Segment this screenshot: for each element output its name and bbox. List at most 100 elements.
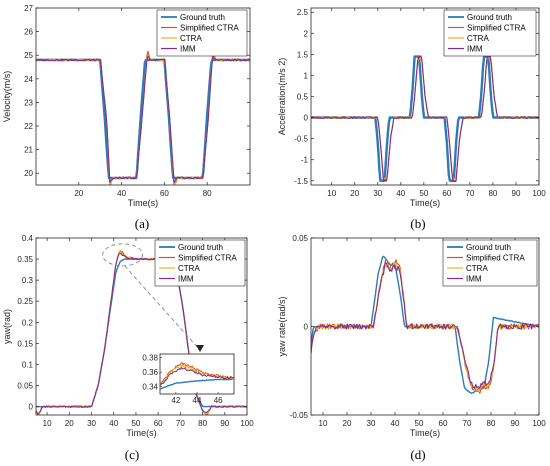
x-tick-label: 30: [87, 419, 96, 428]
legend-label: Ground truth: [467, 13, 512, 22]
inset-series-group: [160, 362, 234, 390]
legend-label: IMM: [467, 45, 483, 54]
inset-x-tick-label: 44: [193, 396, 202, 405]
x-tick-label: 70: [176, 419, 185, 428]
x-axis-label: Time(s): [410, 198, 440, 208]
inset-x-tick-label: 42: [171, 396, 180, 405]
y-tick-label: 26: [24, 28, 33, 37]
panel-b: 10 20 30 40 50 60 70 80 90 100 -1.5 -1 -0.5 0 0.5 1 1.5 2…: [277, 7, 546, 231]
y-tick-label: 20: [24, 169, 33, 178]
y-tick-label: 22: [24, 122, 33, 131]
y-tick-label: 0: [29, 403, 34, 412]
x-tick-label: 80: [487, 419, 496, 428]
x-tick-label: 50: [419, 189, 428, 198]
y-tick-label: 0.05: [292, 234, 308, 243]
y-tick-label: 2.5: [297, 8, 309, 17]
legend-label: IMM: [466, 275, 482, 284]
y-axis-label: yaw(rad): [2, 309, 12, 344]
zoom-inset: 42 44 46 0.34 0.36 0.38: [102, 243, 235, 405]
legend-label: Simplified CTRA: [467, 24, 526, 33]
panel-caption: (b): [410, 216, 425, 231]
x-tick-label: 60: [160, 189, 169, 198]
x-tick-label: 50: [415, 419, 424, 428]
zoom-ellipse: [102, 243, 144, 267]
legend-label: CTRA: [467, 34, 489, 43]
inset-line-ground-truth: [160, 378, 234, 390]
panel-c: 10 20 30 40 50 60 70 80 90 100 0 0.05 0.1 0.15 0.2 0.25…: [2, 234, 254, 462]
legend-label: Simplified CTRA: [178, 254, 237, 263]
x-tick-label: 60: [439, 419, 448, 428]
y-tick-label: 0.5: [297, 93, 309, 102]
y-tick-label: 0.15: [17, 339, 33, 348]
zoom-arrowhead: [196, 345, 204, 352]
y-tick-label: 1.5: [297, 50, 309, 59]
y-tick-label: -0.5: [294, 135, 308, 144]
x-tick-label: 30: [367, 419, 376, 428]
x-axis-label: Time(s): [128, 198, 158, 208]
y-tick-label: 0.35: [17, 255, 33, 264]
legend-label: IMM: [178, 275, 194, 284]
y-tick-label: -1: [301, 156, 309, 165]
y-axis-label: yaw rate(rad/s): [277, 296, 287, 356]
x-tick-label: 10: [327, 189, 336, 198]
y-tick-label: 21: [24, 146, 33, 155]
legend-label: Simplified CTRA: [466, 254, 525, 263]
y-tick-label: 0.05: [17, 382, 33, 391]
x-tick-label: 70: [463, 419, 472, 428]
inset-y-tick-label: 0.34: [142, 383, 158, 392]
series-group: [36, 50, 250, 185]
x-tick-label: 90: [512, 189, 521, 198]
y-tick-label: -0.05: [290, 411, 309, 420]
x-tick-label: 30: [373, 189, 382, 198]
series-line-imm: [36, 55, 250, 184]
y-axis-label: Velocity(m/s): [2, 71, 12, 123]
zoom-arrow-line: [124, 265, 201, 351]
x-tick-label: 90: [511, 419, 520, 428]
y-tick-label: 1: [304, 71, 309, 80]
panel-caption: (c): [125, 447, 139, 462]
x-tick-label: 20: [74, 189, 83, 198]
axes-box: [35, 7, 251, 186]
y-tick-label: 0: [304, 323, 309, 332]
panel-d: 10 20 30 40 50 60 70 80 90 100 -0.05 0 0.05 Time(s) ya…: [277, 234, 546, 462]
y-tick-label: 0.1: [22, 360, 34, 369]
legend-label: CTRA: [466, 264, 488, 273]
panel-caption: (a): [135, 216, 149, 231]
y-tick-label: -1.5: [294, 177, 308, 186]
panel-a: 20 40 60 80 20 21 22 23 24 25 26 27 Time(s) Velocity(…: [2, 4, 251, 231]
panel-caption: (d): [410, 447, 425, 462]
x-tick-label: 80: [198, 419, 207, 428]
legend-label: Ground truth: [466, 243, 511, 252]
y-tick-label: 27: [24, 4, 33, 13]
y-tick-label: 23: [24, 98, 33, 107]
y-tick-label: 0.3: [22, 276, 34, 285]
inset-line-imm: [160, 366, 234, 387]
x-tick-label: 10: [319, 419, 328, 428]
x-tick-label: 80: [488, 189, 497, 198]
x-axis-label: Time(s): [410, 428, 440, 438]
x-tick-label: 80: [203, 189, 212, 198]
legend-label: Simplified CTRA: [180, 24, 239, 33]
x-tick-label: 40: [117, 189, 126, 198]
y-tick-label: 0.2: [22, 318, 34, 327]
x-tick-label: 70: [465, 189, 474, 198]
legend-label: CTRA: [178, 264, 200, 273]
x-tick-label: 40: [391, 419, 400, 428]
y-tick-label: 0: [304, 114, 309, 123]
x-tick-label: 40: [396, 189, 405, 198]
x-tick-label: 20: [350, 189, 359, 198]
y-tick-label: 0.25: [17, 297, 33, 306]
x-tick-label: 100: [532, 189, 546, 198]
inset-x-tick-label: 46: [214, 396, 223, 405]
inset-y-tick-label: 0.38: [142, 354, 158, 363]
x-tick-label: 10: [43, 419, 52, 428]
y-tick-label: 0.4: [22, 234, 34, 243]
series-group: [311, 255, 539, 394]
x-axis-label: Time(s): [126, 428, 156, 438]
legend-label: IMM: [180, 45, 196, 54]
series-line-imm: [36, 252, 247, 415]
